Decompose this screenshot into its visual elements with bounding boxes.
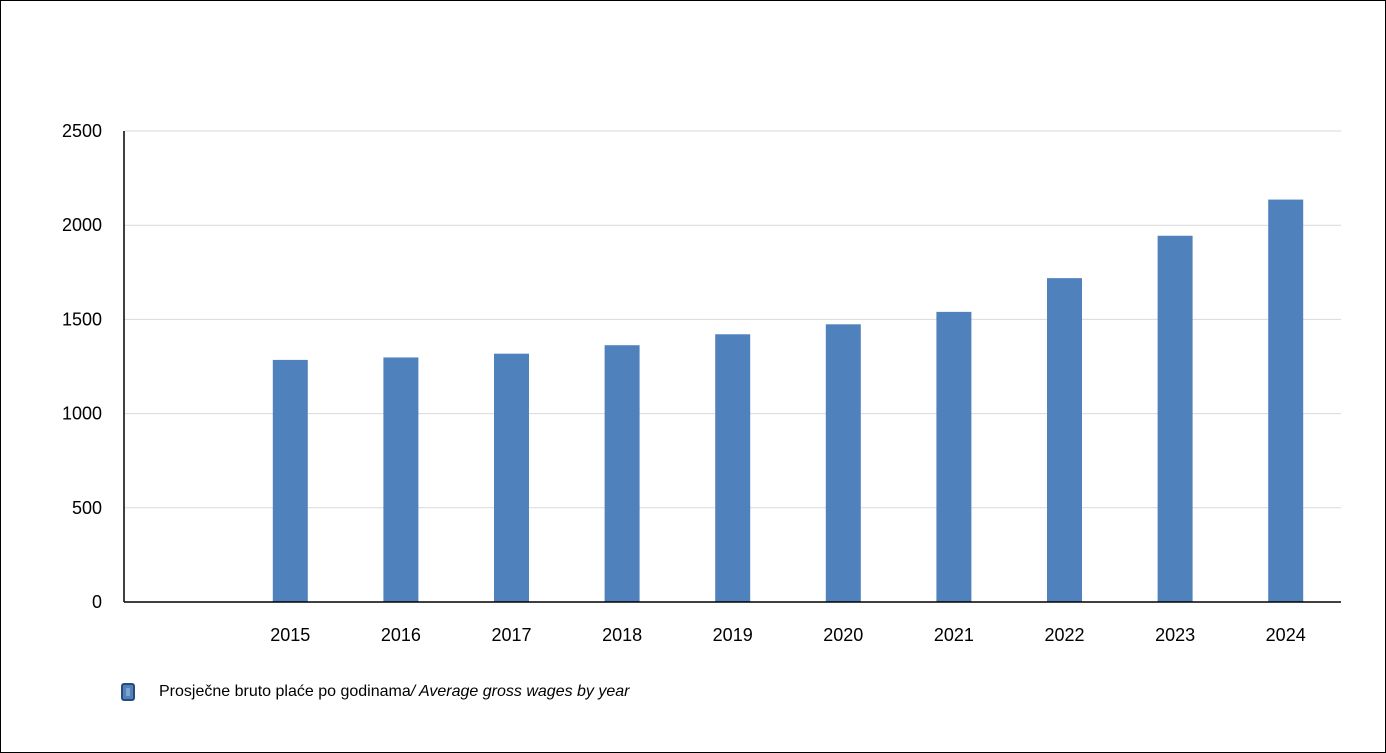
bar-2018 <box>604 345 640 602</box>
legend-swatch <box>121 683 135 701</box>
bar-2020 <box>825 324 861 602</box>
x-tick-label: 2020 <box>823 625 863 645</box>
bar-2021 <box>936 311 972 602</box>
bar-2024 <box>1268 199 1304 602</box>
y-tick-label: 1500 <box>62 309 102 329</box>
bar-2019 <box>715 334 751 602</box>
legend-label: Prosječne bruto plaće po godinama/ Avera… <box>159 683 630 701</box>
bar-2023 <box>1157 235 1193 602</box>
x-tick-label: 2015 <box>270 625 310 645</box>
y-tick-label: 2500 <box>62 121 102 141</box>
bar-2016 <box>383 357 419 602</box>
x-tick-label: 2018 <box>602 625 642 645</box>
y-tick-label: 500 <box>72 498 102 518</box>
x-tick-label: 2021 <box>934 625 974 645</box>
bar-2017 <box>494 353 529 602</box>
bar-2015 <box>272 359 308 602</box>
bar-2022 <box>1047 278 1082 602</box>
x-tick-label: 2024 <box>1266 625 1306 645</box>
x-tick-label: 2016 <box>381 625 421 645</box>
x-tick-label: 2023 <box>1155 625 1195 645</box>
legend-label-main: Prosječne bruto plaće po godinama <box>159 683 411 700</box>
legend: Prosječne bruto plaće po godinama/ Avera… <box>121 681 630 703</box>
y-tick-label: 2000 <box>62 215 102 235</box>
y-tick-label: 1000 <box>62 404 102 424</box>
y-tick-label: 0 <box>92 592 102 612</box>
x-tick-label: 2019 <box>713 625 753 645</box>
legend-label-italic: / Average gross wages by year <box>410 683 630 700</box>
x-tick-label: 2022 <box>1044 625 1084 645</box>
x-tick-label: 2017 <box>491 625 531 645</box>
